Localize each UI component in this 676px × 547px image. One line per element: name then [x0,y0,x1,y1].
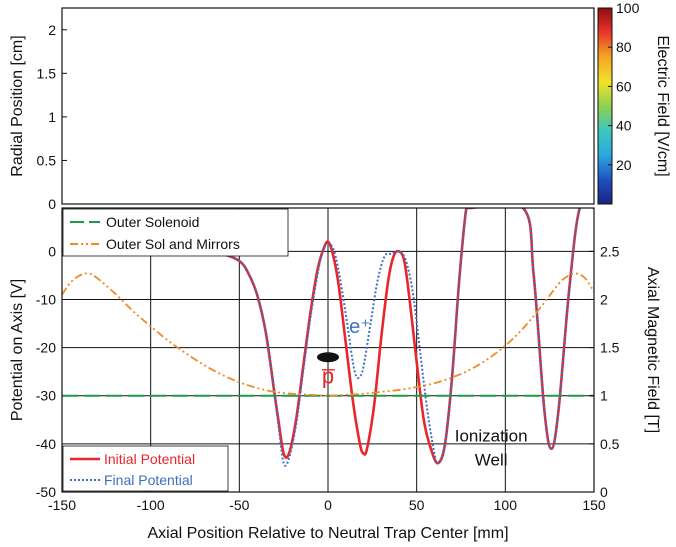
y2-tick-label: 2 [600,291,608,307]
y2-tick-label: 0.5 [600,436,620,452]
colorbar-tick-label: 40 [616,118,632,134]
y-tick-label: -10 [36,291,56,307]
x-tick-label: 0 [324,497,332,513]
y-tick-label: -30 [36,388,56,404]
top-y-tick-label: 0.5 [37,152,57,168]
x-tick-label: 100 [494,497,518,513]
x-axis-label: Axial Position Relative to Neutral Trap … [147,525,508,542]
top-y-axis-label: Radial Position [cm] [9,35,26,176]
series-final-potential [62,208,594,467]
colorbar-tick-label: 80 [616,39,632,55]
legend-label-outer-sol-mirrors: Outer Sol and Mirrors [106,236,240,252]
annotation-well: Well [475,451,508,470]
top-y-tick-label: 1 [48,109,56,125]
legend-bottom-box [62,445,229,492]
y2-tick-label: 0 [600,484,608,500]
bottom-plot-frame [61,207,595,493]
annotation-ionization: Ionization [455,426,528,445]
legend-label-outer-solenoid: Outer Solenoid [106,214,199,230]
annotations: e⁺ p̅ Ionization Well [321,316,527,469]
legend-top-box [62,208,289,257]
x-axis: -150 -100 -50 0 50 100 150 [48,497,606,513]
y-axis-label: Potential on Axis [V] [9,279,26,421]
x-tick-label: -50 [229,497,249,513]
markers [317,352,339,363]
top-y-tick-label: 1.5 [37,65,57,81]
top-panel: 0 0.5 1 1.5 2 Radial Position [cm] [9,7,595,212]
annotation-e: e⁺ [349,316,371,338]
y-tick-label: -20 [36,340,56,356]
top-y-axis: 0 0.5 1 1.5 2 [37,22,67,212]
y2-tick-label: 2.5 [600,243,620,259]
legend-bottom-left: Initial Potential Final Potential [62,445,229,492]
y-tick-label: 0 [48,243,56,259]
annotation-p: p̅ [321,364,335,389]
legend-top-left: Outer Solenoid Outer Sol and Mirrors [62,208,289,257]
colorbar-tick-label: 20 [616,157,632,173]
colorbar-tick-label: 100 [616,0,640,16]
x-tick-label: 150 [582,497,606,513]
top-plot-area [61,7,595,205]
top-y-tick-label: 0 [48,196,56,212]
colorbar-scale [597,7,613,205]
series-outer-sol-and-mirrors [62,272,594,397]
colorbar-ticks: 20 40 60 80 100 [608,0,640,173]
y-axis-left: -50 -40 -30 -20 -10 0 [36,243,56,500]
colorbar-label: Electric Field [V/cm] [654,35,671,176]
x-tick-label: 50 [409,497,425,513]
y2-tick-label: 1.5 [600,340,620,356]
y-tick-label: -40 [36,436,56,452]
y-tick-label: -50 [36,484,56,500]
top-y-tick-label: 2 [48,22,56,38]
x-tick-label: -100 [137,497,165,513]
antiproton-cloud-marker [317,352,339,363]
y-axis-right: 0 0.5 1 1.5 2 2.5 [589,243,620,500]
legend-label-final-potential: Final Potential [104,472,193,488]
curves [62,208,594,467]
x-tick-label: -150 [48,497,76,513]
colorbar-tick-label: 60 [616,78,632,94]
colorbar: 20 40 60 80 100 Electric Field [V/cm] [597,0,671,205]
legend-label-initial-potential: Initial Potential [104,451,195,467]
y2-axis-label: Axial Magnetic Field [T] [644,267,661,433]
y2-tick-label: 1 [600,388,608,404]
